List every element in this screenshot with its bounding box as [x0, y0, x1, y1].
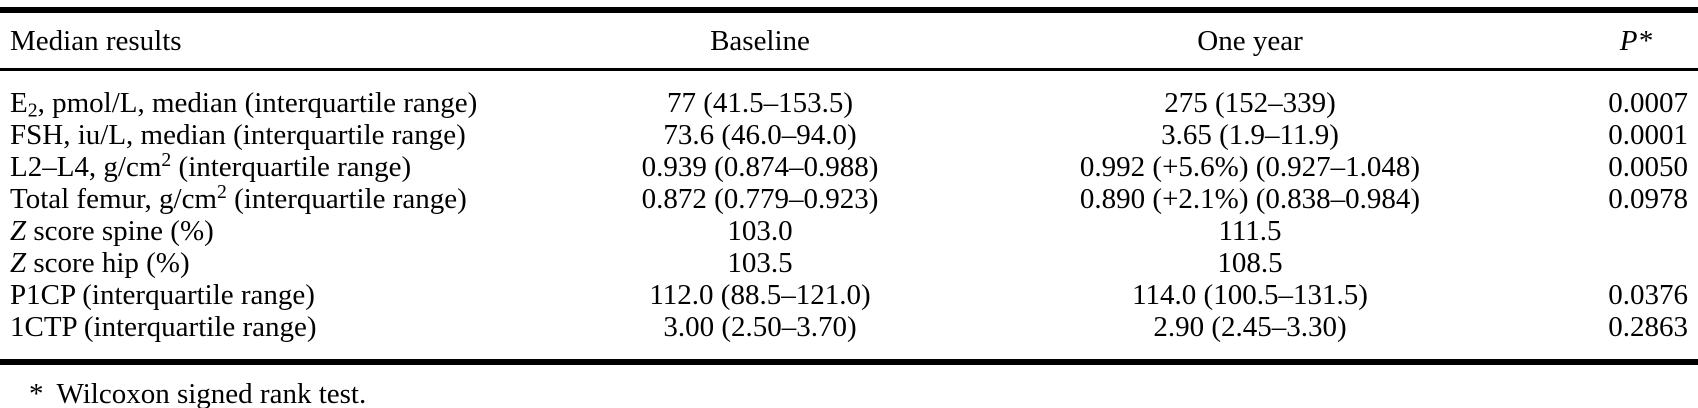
- row-label-cell: 1CTP (interquartile range): [10, 311, 317, 343]
- row-label-text: Total femur, g/cm: [10, 183, 217, 215]
- header-row: Median results Baseline One year P*: [0, 10, 1698, 71]
- row-label-cell: P1CP (interquartile range): [10, 279, 315, 311]
- row-label-text: L2–L4, g/cm: [10, 151, 162, 183]
- results-table: Median results Baseline One year P* E2, …: [0, 7, 1698, 365]
- p-value-cell: 0.0978: [1608, 183, 1688, 215]
- row-label-text: E: [10, 87, 28, 119]
- row-label-cell: Z score spine (%): [0, 215, 500, 247]
- superscript-text: 2: [217, 181, 227, 204]
- row-label-cell: FSH, iu/L, median (interquartile range): [10, 119, 466, 151]
- row-label-text: (interquartile range): [226, 183, 467, 215]
- row-label-text: score hip (%): [26, 247, 190, 279]
- baseline-value-cell: 103.5: [727, 247, 793, 279]
- column-header-p-value: P*: [1480, 10, 1698, 71]
- baseline-value-cell: 103.0: [727, 215, 793, 247]
- row-label-cell: E2, pmol/L, median (interquartile range): [0, 70, 500, 120]
- table-row-l2-l4: L2–L4, g/cm2 (interquartile range) 0.939…: [0, 149, 1698, 183]
- one-year-value-cell: 108.5: [1217, 247, 1283, 279]
- italic-variable-text: Z: [10, 247, 27, 279]
- row-label-cell: Z score hip (%): [0, 247, 500, 279]
- p-value-cell: 0.2863: [1608, 311, 1688, 343]
- table-header: Median results Baseline One year P*: [0, 10, 1698, 71]
- baseline-value-cell: 0.939 (0.874–0.988): [641, 151, 879, 183]
- one-year-value-cell: 111.5: [1218, 215, 1282, 247]
- baseline-value-cell: 3.00 (2.50–3.70): [663, 311, 857, 343]
- p-value-cell: [1480, 215, 1698, 247]
- p-value-cell: 0.0050: [1608, 151, 1688, 183]
- column-header-median-results: Median results: [0, 10, 500, 71]
- italic-variable-text: Z: [10, 215, 27, 247]
- one-year-value-cell: 3.65 (1.9–11.9): [1161, 119, 1339, 151]
- p-value-cell: 0.0376: [1608, 279, 1688, 311]
- row-label-text: (interquartile range): [171, 151, 412, 183]
- table-row-z-score-spine: Z score spine (%) 103.0 111.5: [0, 215, 1698, 247]
- column-header-one-year: One year: [1020, 10, 1480, 71]
- baseline-value-cell: 73.6 (46.0–94.0): [663, 119, 857, 151]
- row-label-cell: Total femur, g/cm2 (interquartile range): [0, 181, 500, 215]
- superscript-text: 2: [161, 149, 172, 172]
- baseline-value-cell: 0.872 (0.779–0.923): [641, 183, 879, 215]
- baseline-value-cell: 112.0 (88.5–121.0): [649, 279, 871, 311]
- one-year-value-cell: 275 (152–339): [1164, 87, 1336, 119]
- table-row-total-femur: Total femur, g/cm2 (interquartile range)…: [0, 181, 1698, 215]
- table-row-z-score-hip: Z score hip (%) 103.5 108.5: [0, 247, 1698, 279]
- column-header-baseline: Baseline: [500, 10, 1020, 71]
- row-label-text: , pmol/L, median (interquartile range): [37, 87, 478, 119]
- one-year-value-cell: 0.890 (+2.1%) (0.838–0.984): [1079, 183, 1421, 215]
- p-value-cell: 0.0007: [1608, 87, 1688, 119]
- subscript-text: 2: [27, 99, 38, 122]
- table-body: E2, pmol/L, median (interquartile range)…: [0, 70, 1698, 363]
- footnote-text: Wilcoxon signed rank test.: [56, 378, 367, 408]
- table-row-1ctp: 1CTP (interquartile range) 3.00 (2.50–3.…: [0, 311, 1698, 362]
- baseline-value-cell: 77 (41.5–153.5): [666, 87, 854, 119]
- one-year-value-cell: 114.0 (100.5–131.5): [1132, 279, 1368, 311]
- one-year-value-cell: 0.992 (+5.6%) (0.927–1.048): [1079, 151, 1421, 183]
- footnote-asterisk: *: [29, 378, 44, 408]
- one-year-value-cell: 2.90 (2.45–3.30): [1153, 311, 1347, 343]
- footnote: * Wilcoxon signed rank test.: [0, 378, 1698, 408]
- row-label-cell: L2–L4, g/cm2 (interquartile range): [0, 149, 500, 183]
- p-value-cell: [1480, 247, 1698, 279]
- p-value-cell: 0.0001: [1608, 119, 1688, 151]
- table-row-p1cp: P1CP (interquartile range) 112.0 (88.5–1…: [0, 279, 1698, 311]
- row-label-text: score spine (%): [26, 215, 214, 247]
- table-row-e2: E2, pmol/L, median (interquartile range)…: [0, 70, 1698, 120]
- table-row-fsh: FSH, iu/L, median (interquartile range) …: [0, 119, 1698, 151]
